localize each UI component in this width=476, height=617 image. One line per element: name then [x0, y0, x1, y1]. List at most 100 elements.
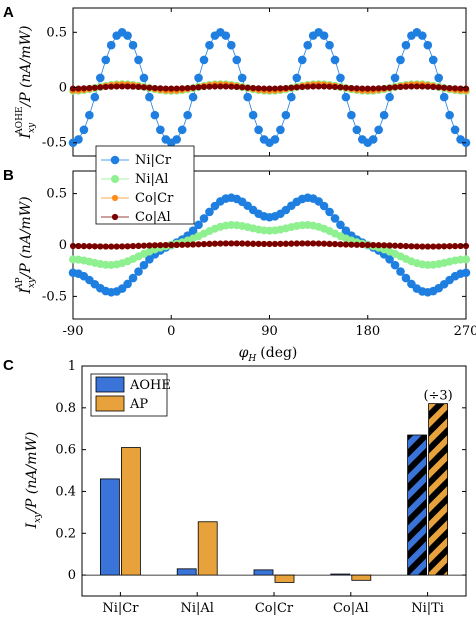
panel-c-ytick-label: 0.4 [55, 484, 76, 499]
data-point [194, 73, 203, 83]
data-point [146, 84, 153, 91]
data-point [86, 84, 93, 92]
data-point [445, 110, 454, 120]
data-point [221, 31, 231, 40]
data-point [113, 243, 120, 250]
panel-c-x-ticks: Ni|Cr Ni|Al Co|Cr Co|Al Ni|Ti [102, 592, 444, 616]
panel-letter-b: B [3, 167, 14, 184]
data-point [419, 83, 426, 90]
data-point [430, 83, 437, 91]
data-point [157, 85, 164, 92]
data-point [353, 85, 360, 92]
series-b-ni-al [69, 221, 470, 269]
legend-label: Ni|Cr [135, 153, 172, 168]
panel-a-ylabel-sub: xy [27, 122, 37, 133]
data-point [199, 55, 209, 65]
panel-c-ylabel-sub: xy [33, 512, 43, 523]
data-point [184, 84, 191, 92]
data-point [135, 83, 142, 91]
data-point [254, 125, 263, 135]
data-point [402, 243, 410, 250]
data-point [151, 242, 158, 249]
data-point [381, 84, 388, 92]
data-point [292, 73, 302, 83]
data-point [222, 83, 229, 90]
data-point [315, 240, 322, 247]
data-point [299, 240, 306, 247]
data-point [157, 242, 164, 249]
legend-item-ap: AP [95, 395, 148, 412]
panel-a-ytick-label: -0.5 [42, 136, 67, 151]
data-point [281, 110, 291, 120]
legend-item-co-cr: Co|Cr [101, 191, 174, 206]
data-point [145, 254, 154, 264]
data-point [124, 83, 131, 90]
data-point [325, 40, 334, 50]
data-point [95, 73, 105, 83]
data-point [408, 243, 415, 250]
data-point [75, 242, 82, 250]
data-point [255, 85, 262, 92]
data-point [106, 40, 116, 50]
data-point [330, 55, 340, 65]
panel-b-ylabel-sup: AP [15, 277, 25, 291]
data-point [150, 110, 160, 120]
data-point [108, 83, 115, 90]
panel-a-ylabel: IxyAOHE/P (nA/mW) [15, 25, 37, 139]
data-point [319, 31, 329, 40]
data-point [364, 241, 371, 249]
data-point [428, 55, 438, 65]
data-point [374, 125, 383, 135]
data-point [146, 242, 153, 249]
data-point [352, 125, 362, 135]
data-point [129, 83, 137, 90]
data-point [189, 241, 197, 248]
data-point [271, 85, 279, 92]
data-point [101, 55, 111, 65]
data-point [222, 240, 229, 247]
data-point [177, 125, 187, 135]
data-point [123, 31, 132, 40]
data-point [217, 240, 224, 247]
data-point [233, 240, 240, 247]
data-point [129, 243, 137, 250]
data-point [418, 31, 427, 40]
data-point [450, 125, 460, 135]
data-point [244, 84, 251, 91]
bar-annotation-divide-3: (÷3) [423, 389, 452, 404]
data-point [243, 92, 252, 102]
data-point [396, 267, 405, 276]
data-point [266, 240, 273, 248]
data-point [457, 242, 464, 250]
data-point [128, 40, 138, 50]
data-point [276, 125, 285, 135]
data-point [250, 84, 257, 92]
data-point [461, 268, 471, 278]
data-point [135, 242, 142, 249]
data-point [86, 243, 93, 250]
data-point [217, 83, 224, 90]
panel-a-ylabel-rest: /P (nA/mW) [18, 25, 34, 108]
data-point [75, 85, 82, 92]
panel-b-xtick-label: -90 [63, 324, 84, 339]
data-point [375, 85, 382, 92]
data-point [97, 84, 104, 91]
panel-b: -0.5 0 0.5 -90 0 90 180 270 IxyAP/P (nA/mW) φH… [15, 170, 476, 364]
data-point [424, 243, 431, 250]
panel-c-ytick-label: 0.2 [55, 526, 76, 541]
data-point [151, 84, 158, 92]
panel-a-ytick-label: 0 [59, 81, 67, 96]
data-point [277, 240, 284, 247]
legend-swatch-marker [111, 175, 119, 183]
panel-c-xtick-label: Co|Al [333, 601, 369, 616]
data-point [119, 83, 126, 90]
legend-item-aohe: AOHE [95, 376, 171, 393]
bar-ap-ni-cr [121, 447, 141, 576]
data-point [325, 207, 334, 217]
data-point [439, 92, 449, 102]
data-point [140, 242, 148, 249]
data-point [195, 84, 202, 91]
panel-b-ylabel-rest: /P (nA/mW) [18, 196, 34, 279]
legend-item-ni-al: Ni|Al [101, 172, 168, 187]
legend-swatch [95, 395, 125, 412]
